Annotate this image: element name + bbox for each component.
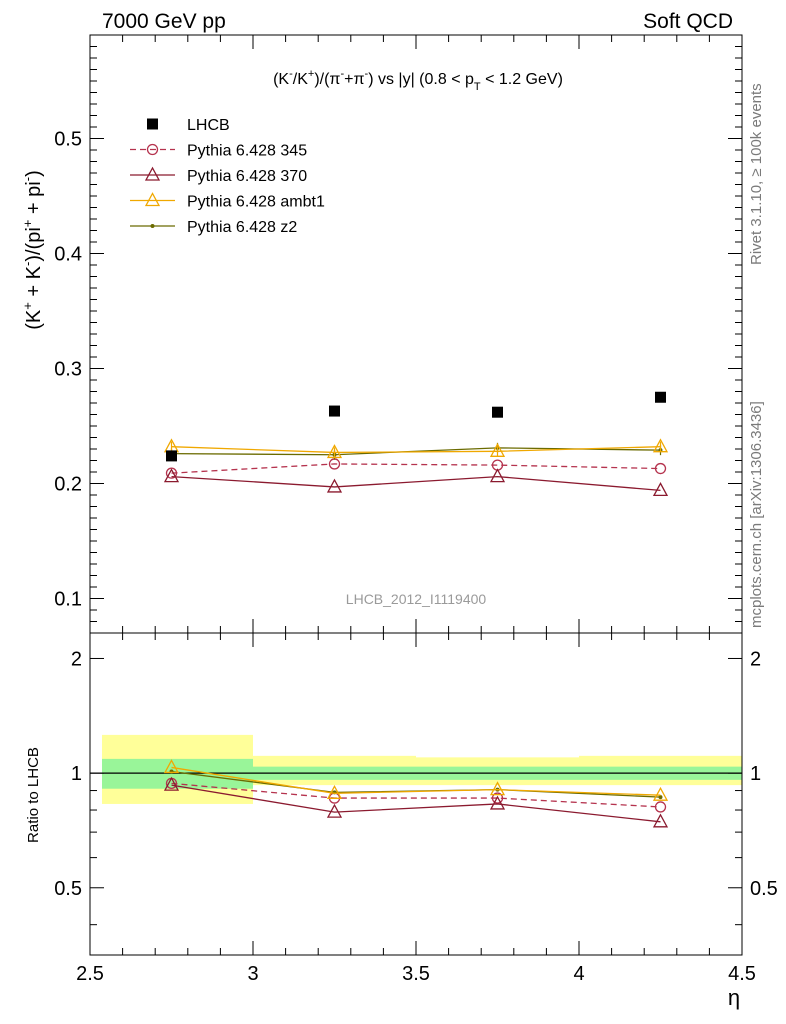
series-lhcb <box>166 391 666 462</box>
ratio-data-point <box>652 813 669 828</box>
main-chart-title: (K-/K+)/(π-+π-) vs |y| (0.8 < pT < 1.2 G… <box>273 68 563 93</box>
y-tick-label: 0.4 <box>54 244 82 266</box>
ratio-series-pythia-6-428-370 <box>163 776 669 828</box>
x-tick-label: 3 <box>247 963 258 985</box>
ratio-series-line <box>171 766 661 796</box>
ratio-y-tick-label: 2 <box>71 648 82 670</box>
data-point <box>654 462 667 475</box>
data-point <box>489 442 506 457</box>
legend-marker <box>144 166 161 181</box>
legend: LHCB Pythia 6.428 345 Pythia 6.428 370 Pyth… <box>130 117 325 236</box>
ratio-y-tick-label-right: 0.5 <box>750 878 778 900</box>
data-point <box>165 467 178 479</box>
legend-entry: Pythia 6.428 ambt1 <box>130 192 325 211</box>
ratio-data-point <box>163 759 180 774</box>
legend-marker <box>150 224 155 228</box>
data-point <box>492 406 503 418</box>
series-pythia-6-428-370 <box>163 468 669 497</box>
mcplots-label: mcplots.cern.ch [arXiv:1306.3436] <box>748 401 765 628</box>
ratio-data-point <box>489 795 506 810</box>
y-tick-label: 0.1 <box>54 589 82 611</box>
header-right-label: Soft QCD <box>643 10 733 33</box>
main-plot-panel: 0.1 0.2 0.3 0.4 0.5 (K-/K+)/(π-+π-) vs |y| (… <box>20 34 743 634</box>
ratio-series-pythia-6-428-ambt1 <box>163 759 669 801</box>
series-line <box>171 446 661 454</box>
legend-label: Pythia 6.428 z2 <box>187 219 297 236</box>
ratio-y-tick-label-right: 1 <box>750 763 761 785</box>
y-tick-label: 0.2 <box>54 474 82 496</box>
ratio-plot-panel: 0.5 0.5 1 1 2 2 2.5 3 3.5 4 4.5 Ratio to LHCB η <box>25 632 778 1010</box>
main-y-axis-label: (K+ + K-)/(pi+ + pi-) <box>20 170 45 330</box>
uncertainty-band-inner <box>102 758 253 789</box>
legend-label: Pythia 6.428 345 <box>187 143 307 160</box>
ratio-y-tick-label: 0.5 <box>54 878 82 900</box>
ratio-data-point <box>489 781 506 796</box>
legend-label: LHCB <box>187 117 230 134</box>
ratio-data-point <box>654 801 667 813</box>
ratio-series-line <box>171 784 661 823</box>
data-point <box>652 482 669 497</box>
data-point <box>655 391 666 403</box>
data-point <box>163 468 180 483</box>
y-tick-label: 0.5 <box>54 129 82 151</box>
x-tick-label: 4 <box>573 963 584 985</box>
x-axis-label: η <box>728 985 740 1010</box>
data-point <box>166 450 177 462</box>
ratio-data-point <box>491 792 504 804</box>
x-tick-label: 2.5 <box>76 963 104 985</box>
data-point <box>326 444 343 459</box>
ratio-series-pythia-6-428-345 <box>165 777 667 813</box>
data-point <box>326 478 343 493</box>
header-left-label: 7000 GeV pp <box>102 10 226 33</box>
data-point <box>489 468 506 483</box>
data-point <box>652 438 669 453</box>
ratio-series-line <box>171 782 661 808</box>
legend-entry: Pythia 6.428 345 <box>130 143 307 160</box>
series-line <box>171 475 661 492</box>
ratio-data-point <box>652 786 669 801</box>
analysis-id-label: LHCB_2012_I1119400 <box>346 591 487 607</box>
x-tick-label: 3.5 <box>402 963 430 985</box>
ratio-data-point <box>658 795 663 800</box>
legend-label: Pythia 6.428 370 <box>187 168 307 185</box>
legend-marker <box>144 192 161 207</box>
y-tick-label: 0.3 <box>54 359 82 381</box>
ratio-data-point <box>326 803 343 818</box>
series-pythia-6-428-345 <box>165 458 667 479</box>
ratio-data-point <box>326 784 343 799</box>
legend-marker <box>147 118 158 130</box>
series-pythia-6-428-ambt1 <box>163 438 669 459</box>
legend-entry: LHCB <box>147 117 230 134</box>
ratio-y-tick-label-right: 2 <box>750 648 761 670</box>
ratio-y-tick-label: 1 <box>71 763 82 785</box>
data-point <box>329 405 340 417</box>
ratio-y-axis-label: Ratio to LHCB <box>25 747 42 843</box>
legend-marker <box>146 143 159 156</box>
legend-label: Pythia 6.428 ambt1 <box>187 194 325 211</box>
ratio-data-point <box>163 776 180 791</box>
x-tick-label: 4.5 <box>728 963 756 985</box>
rivet-label: Rivet 3.1.10, ≥ 100k events <box>748 83 765 265</box>
series-line <box>171 463 661 474</box>
legend-entry: Pythia 6.428 z2 <box>130 219 297 236</box>
legend-entry: Pythia 6.428 370 <box>130 166 307 185</box>
